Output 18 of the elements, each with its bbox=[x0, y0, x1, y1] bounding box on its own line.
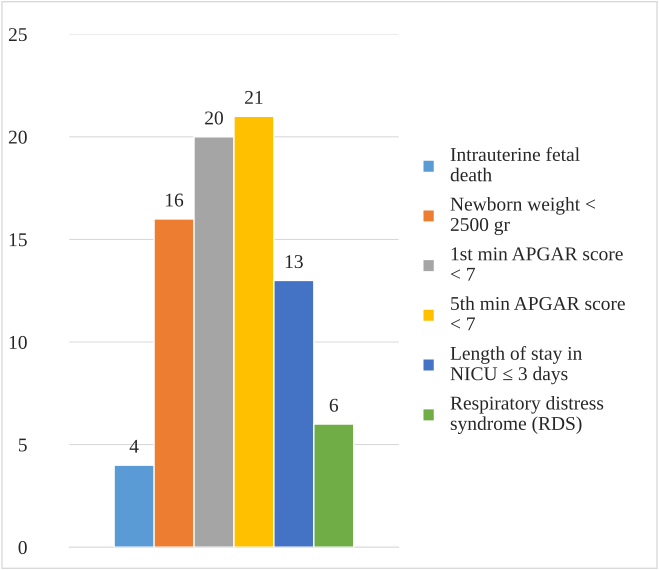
data-label: 13 bbox=[286, 255, 303, 268]
data-label: 21 bbox=[245, 90, 262, 104]
y-tick-label: 15 bbox=[10, 233, 27, 246]
legend-label: 5th min APGAR score < 7 bbox=[450, 296, 625, 330]
legend-label: Respiratory distress syndrome (RDS) bbox=[450, 396, 604, 434]
legend-label: 1st min APGAR score < 7 bbox=[450, 247, 623, 281]
data-label: 16 bbox=[166, 194, 184, 207]
y-tick-label: 0 bbox=[18, 541, 27, 554]
y-tick-label: 25 bbox=[8, 28, 27, 42]
y-tick-label: 20 bbox=[8, 130, 27, 144]
data-label: 20 bbox=[205, 111, 223, 125]
data-label: 4 bbox=[130, 440, 139, 453]
data-label: 6 bbox=[330, 398, 338, 412]
y-tick-label: 10 bbox=[10, 336, 27, 349]
legend-label: Length of stay in NICU ≤ 3 days bbox=[450, 346, 582, 384]
legend-label: Intrauterine fetal death bbox=[450, 147, 580, 182]
y-tick-label: 5 bbox=[18, 438, 27, 452]
legend-label: Newborn weight < 2500 gr bbox=[450, 197, 596, 236]
